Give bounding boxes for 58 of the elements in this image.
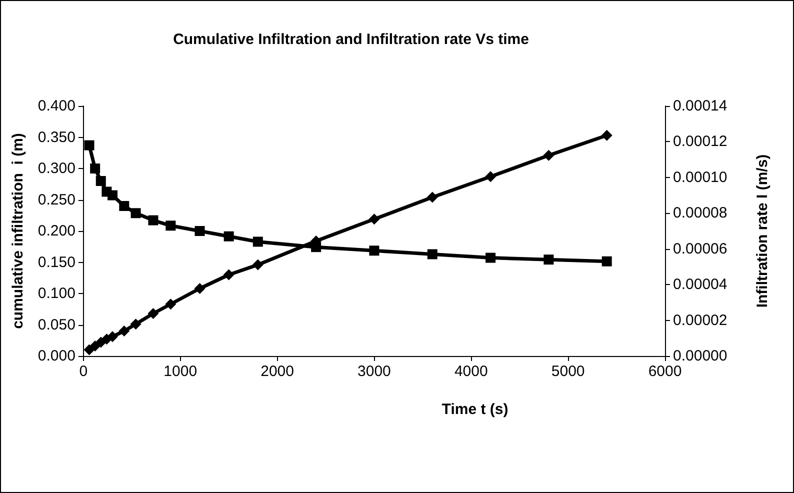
y-tick-label: 0.400 (38, 98, 76, 114)
y-tick-label: 0.350 (38, 128, 76, 146)
y2-tick-label: 0.00006 (673, 240, 728, 258)
x-tick-label: 6000 (648, 363, 682, 380)
point (369, 246, 380, 256)
point (148, 215, 158, 226)
point (84, 140, 94, 150)
y2-tick-label: 0.00000 (673, 348, 728, 364)
point (130, 318, 142, 330)
point (165, 298, 176, 310)
y-tick-label: 0.250 (38, 191, 76, 208)
chart-title: Cumulative Infiltration and Infiltration rate Vs time (173, 31, 529, 48)
y2-tick-label: 0.00004 (673, 276, 728, 294)
point (602, 256, 612, 266)
point (148, 308, 159, 319)
point (108, 190, 118, 200)
x-tick-label: 1000 (164, 363, 198, 380)
y-axis-title: cumulative infiltration i (m) (10, 133, 26, 329)
y-tick-label: 0.200 (38, 222, 76, 240)
point (252, 259, 264, 270)
y-tick-label: 0.050 (38, 316, 76, 334)
point (544, 254, 554, 265)
point (486, 252, 496, 263)
point (426, 192, 438, 203)
point (107, 331, 118, 342)
y2-tick-label: 0.00002 (673, 312, 728, 329)
point (224, 231, 234, 242)
y2-tick-label: 0.00012 (673, 133, 728, 150)
x-axis-title: Time t (s) (442, 401, 508, 418)
y-tick-label: 0.100 (38, 285, 76, 302)
y2-tick-label: 0.00014 (673, 98, 728, 114)
point (223, 269, 234, 280)
point (427, 249, 438, 260)
point (543, 150, 554, 161)
y-tick-label: 0.000 (38, 348, 76, 364)
point (90, 164, 100, 174)
y2-tick-label: 0.00010 (673, 168, 728, 186)
point (368, 214, 380, 225)
x-tick-label: 0 (79, 363, 88, 380)
point (601, 130, 612, 141)
x-tick-label: 5000 (551, 363, 585, 380)
point (96, 176, 106, 186)
point (118, 326, 130, 336)
x-tick-label: 4000 (454, 363, 488, 380)
point (252, 236, 263, 247)
y-tick-label: 0.300 (38, 160, 76, 177)
x-tick-label: 3000 (358, 363, 391, 380)
point (311, 242, 322, 252)
point (485, 171, 496, 182)
y2-tick-label: 0.00008 (673, 204, 728, 222)
point (194, 283, 206, 294)
point (130, 208, 141, 218)
y-tick-label: 0.150 (38, 254, 76, 271)
point (119, 201, 130, 211)
point (166, 220, 176, 231)
y2-axis-title: Infiltration rate I (m/s) (754, 154, 771, 308)
point (194, 226, 205, 236)
x-tick-label: 2000 (260, 363, 294, 380)
